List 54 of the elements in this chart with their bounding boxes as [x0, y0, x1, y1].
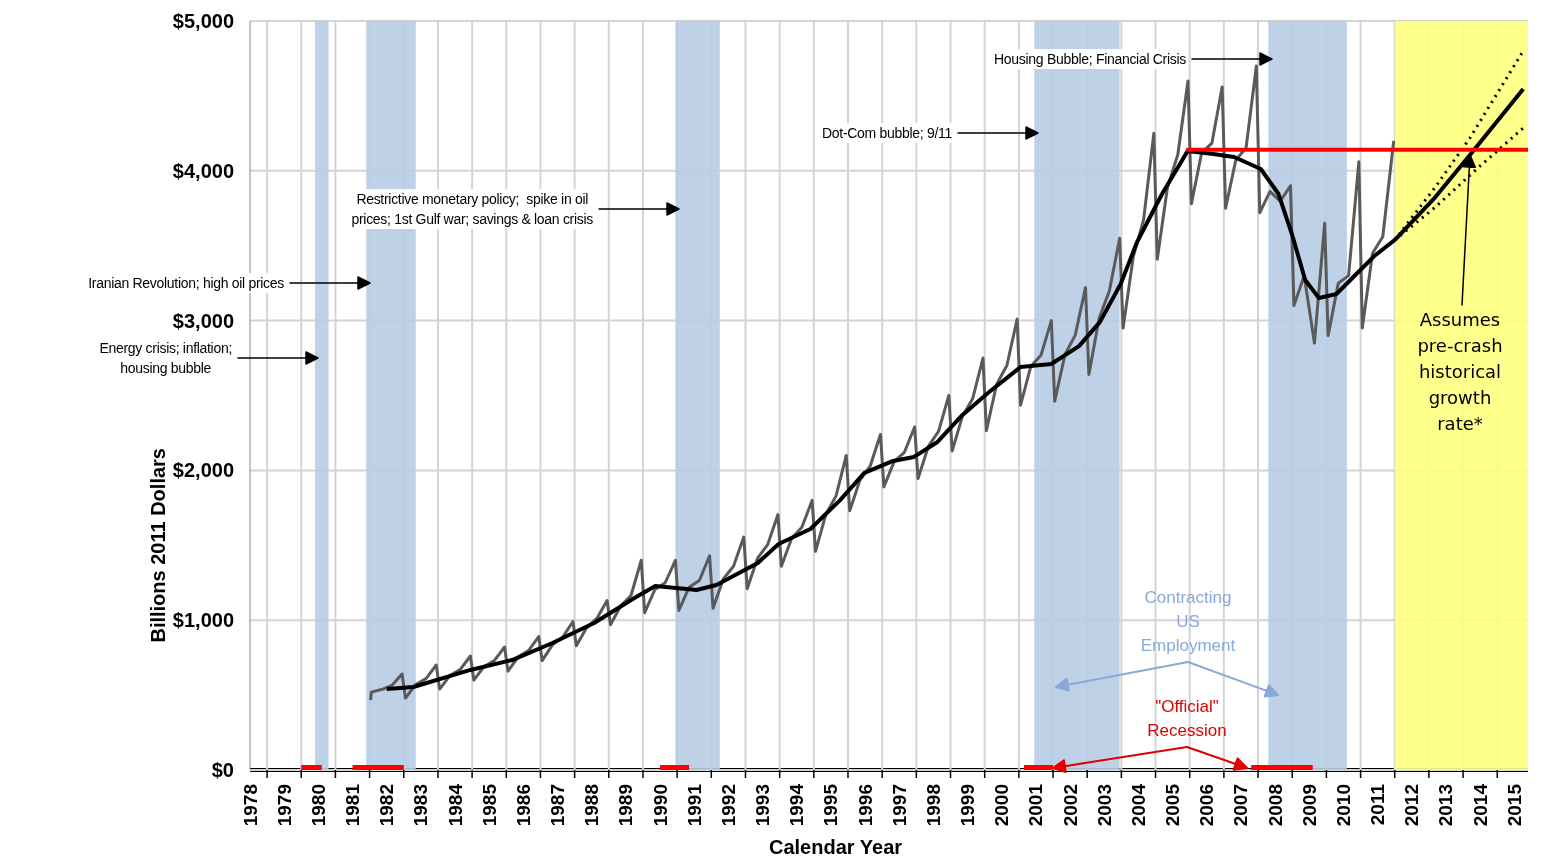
x-tick-label: 1988 — [581, 784, 603, 827]
annotation: Restrictive monetary policy; spike in oil prices; 1st Gulf war; savings & loan crisis — [351, 189, 593, 229]
y-axis-title: Billions 2011 Dollars — [147, 448, 169, 643]
y-tick-label: $2,000 — [172, 459, 234, 482]
x-tick-label: 1997 — [888, 784, 910, 827]
y-tick-label: $1,000 — [172, 609, 234, 632]
x-tick-label: 2002 — [1059, 784, 1081, 827]
x-tick-label: 2001 — [1025, 783, 1047, 827]
x-tick-label: 1981 — [342, 783, 364, 827]
x-tick-label: 1998 — [922, 784, 944, 827]
x-tick-label: 1999 — [957, 784, 979, 827]
x-tick-label: 1995 — [820, 783, 842, 827]
x-tick-label: 2009 — [1298, 784, 1320, 827]
x-tick-label: 1984 — [444, 783, 466, 827]
x-tick-label: 1994 — [786, 783, 808, 827]
x-tick-label: 1996 — [854, 784, 876, 827]
x-tick-label: 1992 — [717, 784, 739, 827]
annotation: Dot-Com bubble; 9/11 — [822, 123, 952, 143]
x-tick-label: 1989 — [615, 784, 637, 827]
y-tick-label: $5,000 — [172, 10, 234, 32]
x-tick-label: 2012 — [1401, 784, 1423, 827]
annotation: Iranian Revolution; high oil prices — [88, 273, 284, 293]
y-tick-label: $0 — [211, 759, 234, 781]
x-tick-label: 1986 — [512, 784, 534, 827]
x-tick-label: 1978 — [239, 784, 261, 827]
annotation: "Official" Recession — [1147, 696, 1227, 742]
x-tick-label: 1983 — [410, 784, 432, 827]
y-tick-label: $4,000 — [172, 159, 234, 182]
x-tick-label: 2003 — [1093, 784, 1115, 827]
text: Energy crisis; inflation; housing bubble — [99, 338, 232, 378]
x-tick-label: 2005 — [1162, 783, 1184, 827]
x-tick-label: 1993 — [752, 784, 774, 827]
x-tick-label: 2000 — [991, 784, 1013, 827]
x-tick-label: 2006 — [1196, 784, 1218, 827]
x-tick-label: 1979 — [273, 784, 295, 827]
annotation: Housing Bubble; Financial Crisis — [994, 49, 1186, 69]
x-tick-label: 2014 — [1469, 783, 1491, 827]
annotation: Assumes pre-crash historical growth rate* — [1417, 308, 1503, 436]
x-tick-label: 2010 — [1332, 784, 1354, 827]
x-tick-label: 2004 — [1127, 783, 1149, 827]
x-tick-label: 2008 — [1264, 784, 1286, 827]
x-tick-label: 1990 — [649, 784, 671, 827]
x-axis-title: Calendar Year — [769, 836, 903, 859]
x-tick-label: 2007 — [1230, 784, 1252, 827]
x-tick-label: 1991 — [683, 783, 705, 827]
x-tick-label: 2011 — [1367, 783, 1389, 826]
x-tick-label: 1987 — [547, 784, 569, 827]
x-tick-label: 2013 — [1435, 784, 1457, 827]
x-tick-label: 1985 — [478, 783, 500, 827]
x-tick-label: 1980 — [307, 784, 329, 827]
y-tick-label: $3,000 — [172, 309, 234, 332]
annotation: Contracting US Employment — [1140, 587, 1236, 657]
x-tick-label: 2015 — [1503, 783, 1525, 827]
x-tick-label: 1982 — [376, 784, 398, 827]
